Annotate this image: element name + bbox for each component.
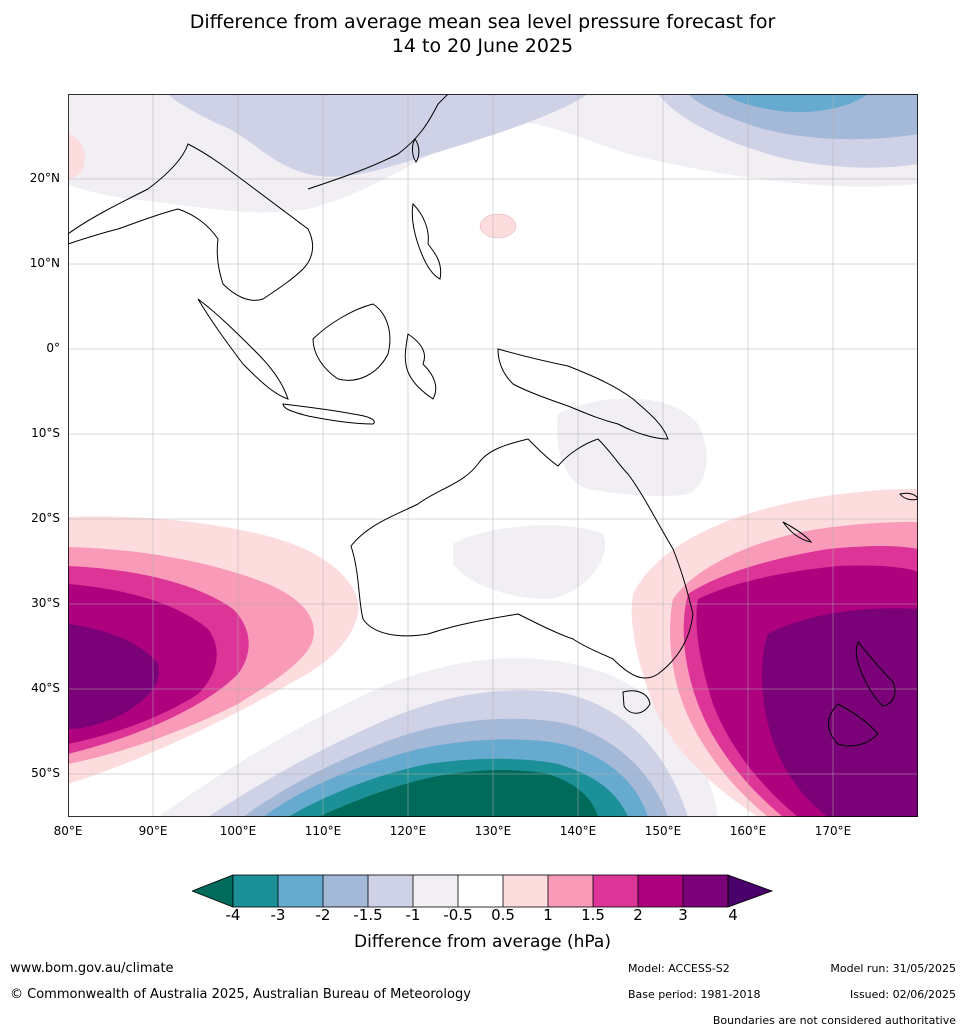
colorbar-tick: 4	[728, 906, 738, 924]
map-frame	[68, 94, 918, 817]
taiwan-coast	[412, 138, 420, 163]
colorbar-segment-2	[278, 875, 323, 907]
lon-label-90e: 90°E	[138, 824, 168, 838]
colorbar-tick: -1	[405, 906, 421, 924]
lat-label-50s: 50°S	[31, 766, 60, 780]
footer-copyright: © Commonwealth of Australia 2025, Austra…	[10, 987, 471, 1002]
java-coast	[282, 403, 375, 425]
colorbar-tick: 1.5	[581, 906, 605, 924]
footer-boundaries-note: Boundaries are not considered authoritat…	[712, 1014, 956, 1027]
colorbar	[190, 874, 774, 912]
anomaly-nw-pink	[68, 134, 85, 179]
colorbar-segment-10	[638, 875, 683, 907]
australia-coast	[350, 438, 694, 679]
lat-label-40s: 40°S	[31, 681, 60, 695]
lon-label-120e: 120°E	[389, 824, 427, 838]
pressure-anomaly-map	[68, 94, 918, 817]
anomaly-philippines-pink	[479, 213, 517, 239]
title-line-2: 14 to 20 June 2025	[391, 35, 574, 57]
footer-base-period: Base period: 1981-2018	[628, 988, 761, 1001]
map-title: Difference from average mean sea level p…	[0, 10, 965, 58]
anomaly-south-5	[318, 770, 598, 817]
lat-label-20s: 20°S	[31, 511, 60, 525]
colorbar-tick: 2	[633, 906, 643, 924]
philippines-coast	[411, 202, 442, 280]
colorbar-segment-4	[368, 875, 413, 907]
nz-south-coast	[828, 703, 879, 747]
sumatra-coast	[197, 298, 289, 400]
colorbar-segment-5	[413, 875, 458, 907]
colorbar-low-extend	[190, 874, 234, 908]
sulawesi-coast	[404, 333, 437, 400]
colorbar-tick: 1	[543, 906, 553, 924]
lon-label-150e: 150°E	[644, 824, 682, 838]
lon-label-170e: 170°E	[814, 824, 852, 838]
colorbar-tick: -0.5	[443, 906, 473, 924]
colorbar-tick: -3	[270, 906, 286, 924]
borneo-coast	[312, 303, 391, 381]
colorbar-svg	[190, 874, 774, 908]
map-svg	[68, 94, 918, 817]
title-line-1: Difference from average mean sea level p…	[189, 11, 776, 33]
anomaly-north-asia-1	[168, 94, 588, 177]
lon-label-140e: 140°E	[559, 824, 597, 838]
colorbar-segment-7	[503, 875, 548, 907]
tasmania-coast	[622, 690, 651, 714]
lon-label-80e: 80°E	[53, 824, 83, 838]
colorbar-segment-11	[683, 875, 728, 907]
anomaly-north-pacific-3	[723, 94, 868, 113]
colorbar-segment-8	[548, 875, 593, 907]
new-guinea-coast	[497, 348, 669, 440]
lat-label-0: 0°	[46, 341, 60, 355]
lat-label-10s: 10°S	[31, 426, 60, 440]
china-coast	[307, 94, 449, 190]
colorbar-tick: -2	[315, 906, 331, 924]
colorbar-segment-9	[593, 875, 638, 907]
footer-model-run: Model run: 31/05/2025	[830, 962, 956, 975]
colorbar-label: Difference from average (hPa)	[354, 932, 611, 952]
anomaly-west-purple-2	[68, 624, 159, 729]
lat-label-10n: 10°N	[29, 256, 60, 270]
graticule	[68, 94, 918, 817]
lon-label-100e: 100°E	[219, 824, 257, 838]
lon-label-160e: 160°E	[729, 824, 767, 838]
lon-label-110e: 110°E	[304, 824, 342, 838]
anomaly-northern-australia	[557, 398, 707, 497]
lat-label-20n: 20°N	[29, 171, 60, 185]
anomaly-central-australia	[453, 525, 606, 599]
nz-north-coast	[855, 641, 896, 707]
footer-issued: Issued: 02/06/2025	[849, 988, 956, 1001]
coastlines	[68, 94, 918, 747]
colorbar-tick: -4	[225, 906, 241, 924]
footer-model: Model: ACCESS-S2	[628, 962, 730, 975]
colorbar-high-extend	[727, 874, 774, 908]
fiji-coast	[899, 492, 918, 501]
colorbar-tick: 3	[678, 906, 688, 924]
lon-label-130e: 130°E	[474, 824, 512, 838]
colorbar-tick: 0.5	[491, 906, 515, 924]
colorbar-segment-1	[233, 875, 278, 907]
colorbar-segment-6	[458, 875, 503, 907]
anomaly-north-pacific-2	[688, 94, 918, 140]
mainland-asia-coast	[68, 143, 314, 301]
anomaly-east-purple-2	[762, 608, 918, 817]
footer-website-link[interactable]: www.bom.gov.au/climate	[10, 961, 174, 976]
lat-label-30s: 30°S	[31, 596, 60, 610]
colorbar-tick: -1.5	[353, 906, 383, 924]
colorbar-segment-3	[323, 875, 368, 907]
new-caledonia-coast	[782, 521, 813, 543]
